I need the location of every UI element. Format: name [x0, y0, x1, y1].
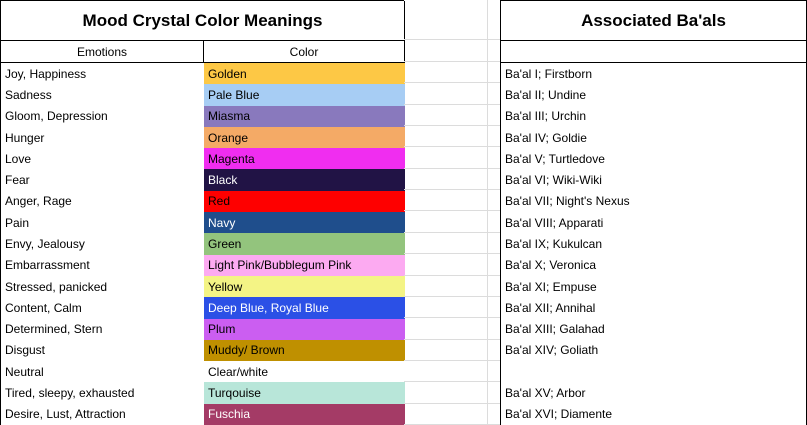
emotion-cell[interactable]: Desire, Lust, Attraction	[5, 407, 126, 422]
baals-empty-header-cell[interactable]	[501, 41, 806, 63]
color-cell[interactable]: Red	[204, 190, 405, 213]
color-column-header[interactable]: Color	[204, 41, 405, 63]
emotion-cell[interactable]: Sadness	[5, 87, 52, 102]
emotion-cell[interactable]: Fear	[5, 173, 30, 188]
baal-row[interactable]: Ba'al II; Undine	[505, 87, 587, 102]
row-gridline	[404, 297, 500, 319]
baal-row[interactable]: Ba'al XI; Empuse	[505, 279, 597, 294]
row-gridline	[404, 0, 500, 40]
baal-row[interactable]: Ba'al IV; Goldie	[505, 130, 587, 145]
baal-row[interactable]: Ba'al I; Firstborn	[505, 66, 592, 81]
row-gridline	[404, 105, 500, 127]
baals-table: Associated Ba'als Ba'al I; Firstborn Ba'…	[500, 0, 807, 425]
color-cell[interactable]: Deep Blue, Royal Blue	[204, 297, 405, 319]
emotion-cell[interactable]: Neutral	[5, 364, 44, 379]
baal-row[interactable]	[501, 361, 806, 382]
color-cell[interactable]: Yellow	[204, 275, 405, 298]
emotion-cell[interactable]: Hunger	[5, 130, 45, 145]
row-gridline	[404, 62, 500, 84]
color-cell[interactable]: Green	[204, 233, 405, 255]
baal-row[interactable]: Ba'al XIV; Goliath	[505, 343, 599, 358]
row-gridline	[404, 147, 500, 169]
baal-row[interactable]: Ba'al VII; Night's Nexus	[505, 194, 630, 209]
baal-row[interactable]: Ba'al XVI; Diamente	[505, 407, 613, 422]
mood-table-title[interactable]: Mood Crystal Color Meanings	[1, 1, 405, 41]
baal-row[interactable]: Ba'al V; Turtledove	[505, 151, 605, 166]
baal-row[interactable]: Ba'al VI; Wiki-Wiki	[505, 173, 602, 188]
color-cell[interactable]: Golden	[204, 63, 405, 85]
baal-row[interactable]: Ba'al IX; Kukulcan	[505, 236, 603, 251]
column-gridline	[487, 0, 488, 425]
baals-table-title[interactable]: Associated Ba'als	[501, 1, 806, 41]
emotions-column-header[interactable]: Emotions	[1, 41, 204, 63]
color-cell[interactable]: Navy	[204, 212, 405, 234]
row-gridline	[404, 190, 500, 212]
emotion-cell[interactable]: Stressed, panicked	[5, 279, 108, 294]
color-cell[interactable]: Pale Blue	[204, 84, 405, 106]
color-cell[interactable]: Clear/white	[204, 361, 405, 383]
emotion-cell[interactable]: Tired, sleepy, exhausted	[5, 386, 135, 401]
emotion-cell[interactable]: Anger, Rage	[5, 194, 72, 209]
color-cell[interactable]: Miasma	[204, 105, 405, 127]
emotion-cell[interactable]: Disgust	[5, 343, 46, 358]
row-gridline	[404, 40, 500, 62]
baal-row[interactable]: Ba'al VIII; Apparati	[505, 215, 604, 230]
gridline-gap	[404, 0, 500, 425]
row-gridline	[404, 254, 500, 276]
mood-crystal-table: Mood Crystal Color Meanings Emotions Col…	[0, 0, 405, 425]
baal-row[interactable]: Ba'al XII; Annihal	[505, 300, 596, 315]
row-gridline	[404, 276, 500, 297]
baal-row[interactable]: Ba'al X; Veronica	[505, 258, 597, 273]
emotion-cell[interactable]: Love	[5, 151, 32, 166]
baal-row[interactable]: Ba'al XV; Arbor	[505, 386, 586, 401]
color-cell[interactable]: Magenta	[204, 148, 405, 170]
emotion-cell[interactable]: Gloom, Depression	[5, 109, 108, 124]
row-gridline	[404, 83, 500, 105]
color-cell[interactable]: Black	[204, 169, 405, 191]
baal-row[interactable]: Ba'al III; Urchin	[505, 109, 586, 124]
baal-row[interactable]: Ba'al XIII; Galahad	[505, 322, 605, 337]
row-gridline	[404, 233, 500, 255]
row-gridline	[404, 340, 500, 361]
emotion-cell[interactable]: Embarrassment	[5, 258, 90, 273]
emotion-cell[interactable]: Pain	[5, 215, 30, 230]
color-cell[interactable]: Muddy/ Brown	[204, 339, 405, 362]
row-gridline	[404, 211, 500, 233]
row-gridline	[404, 126, 500, 148]
row-gridline	[404, 318, 500, 340]
row-gridline	[404, 404, 500, 425]
color-cell[interactable]: Light Pink/Bubblegum Pink	[204, 254, 405, 276]
row-gridline	[404, 169, 500, 191]
color-cell[interactable]: Turqouise	[204, 382, 405, 404]
emotion-cell[interactable]: Joy, Happiness	[5, 66, 87, 81]
color-cell[interactable]: Fuschia	[204, 403, 405, 425]
row-gridline	[404, 382, 500, 404]
row-gridline	[404, 361, 500, 383]
emotion-cell[interactable]: Envy, Jealousy	[5, 236, 85, 251]
emotion-cell[interactable]: Determined, Stern	[5, 322, 103, 337]
color-cell[interactable]: Plum	[204, 318, 405, 340]
emotion-cell[interactable]: Content, Calm	[5, 300, 82, 315]
color-cell[interactable]: Orange	[204, 126, 405, 149]
